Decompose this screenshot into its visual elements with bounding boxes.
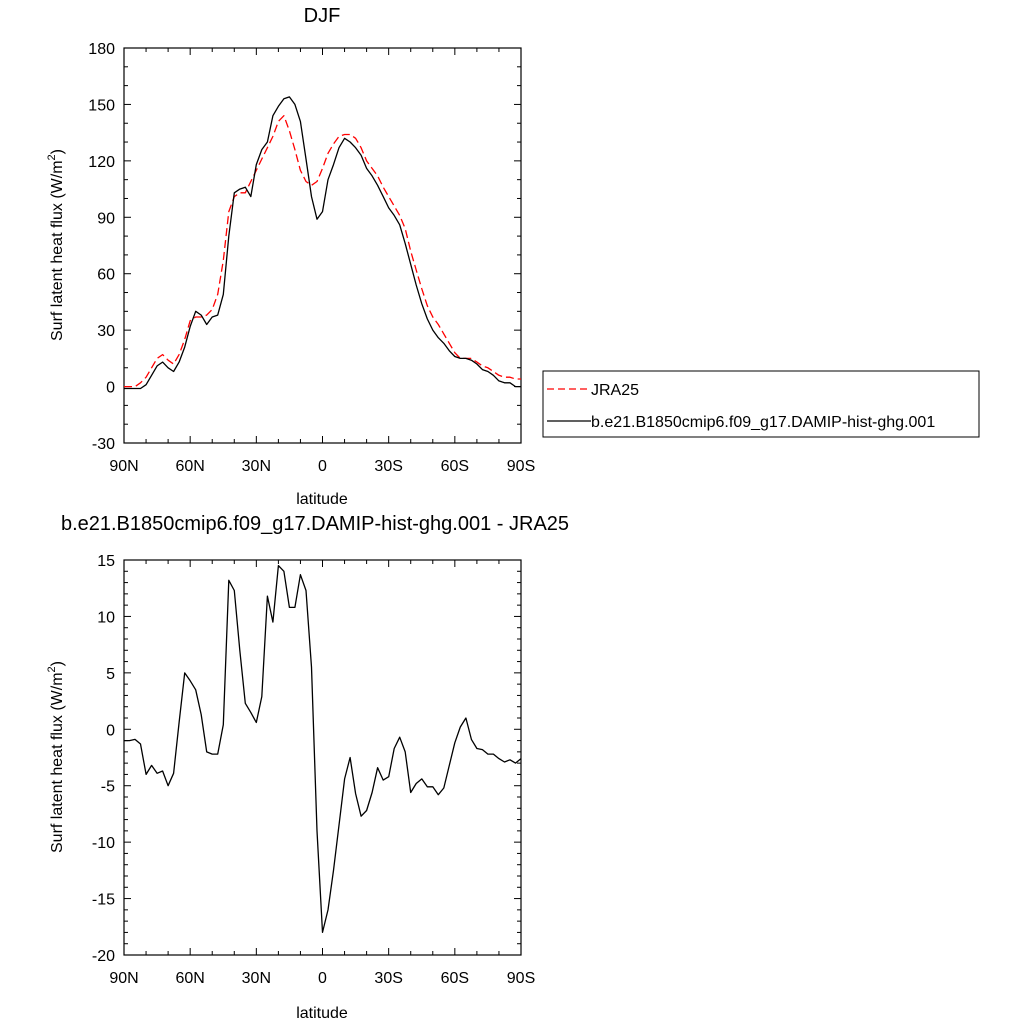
series-line-jra25 xyxy=(124,115,521,388)
x-tick-label: 30N xyxy=(242,970,271,987)
y-axis-label-superscript: 2 xyxy=(46,154,58,160)
y-tick-label: -15 xyxy=(92,892,115,909)
y-tick-label: 0 xyxy=(106,722,115,739)
x-tick-label: 30N xyxy=(242,458,271,475)
chart-title: DJF xyxy=(304,5,341,27)
series-group xyxy=(124,564,522,934)
y-tick-label: 15 xyxy=(97,553,115,570)
series-group xyxy=(124,96,521,390)
x-tick-label: 60N xyxy=(175,458,204,475)
series-line-panel2-difference xyxy=(124,564,522,934)
y-axis-label-main: Surf latent heat flux (W/m xyxy=(49,160,66,341)
y-tick-label: -30 xyxy=(92,436,115,453)
plot-frame xyxy=(123,559,522,956)
x-axis: 90N 60N 30N 0 30S 60S 90S xyxy=(109,560,535,987)
x-axis-label: latitude xyxy=(296,491,348,508)
y-tick-label: 0 xyxy=(106,380,115,397)
x-tick-label: 30S xyxy=(374,458,402,475)
x-axis-label: latitude xyxy=(296,1005,348,1022)
x-tick-label: 60S xyxy=(441,970,469,987)
x-tick-label: 30S xyxy=(374,970,402,987)
x-tick-label: 60N xyxy=(175,970,204,987)
y-tick-label: 30 xyxy=(97,323,115,340)
y-tick-label: 150 xyxy=(88,97,115,114)
x-tick-label: 60S xyxy=(441,458,469,475)
series-line-b-e21-b1850cmip6-f09-g17-damip-hist-ghg-001 xyxy=(124,96,521,390)
x-axis: 90N 60N 30N 0 30S 60S 90S xyxy=(109,48,535,475)
x-tick-label: 90S xyxy=(507,458,535,475)
y-tick-label: 10 xyxy=(97,609,115,626)
y-tick-label: 120 xyxy=(88,154,115,171)
y-tick-label: -5 xyxy=(101,779,115,796)
y-axis-label-superscript: 2 xyxy=(46,666,58,672)
y-axis: -30 0 30 60 90 120 150 180 xyxy=(88,41,521,453)
y-axis-label: Surf latent heat flux (W/m2) xyxy=(46,661,66,853)
x-tick-label: 90N xyxy=(109,970,138,987)
y-axis-label-close: ) xyxy=(49,149,66,154)
chart-panel-bottom: b.e21.B1850cmip6.f09_g17.DAMIP-hist-ghg.… xyxy=(46,513,569,1022)
chart-title: b.e21.B1850cmip6.f09_g17.DAMIP-hist-ghg.… xyxy=(61,513,569,535)
y-axis-label: Surf latent heat flux (W/m2) xyxy=(46,149,66,341)
x-tick-label: 90N xyxy=(109,458,138,475)
legend: JRA25 b.e21.B1850cmip6.f09_g17.DAMIP-his… xyxy=(542,370,980,438)
y-tick-label: 5 xyxy=(106,666,115,683)
y-tick-label: 90 xyxy=(97,210,115,227)
legend-box xyxy=(542,370,980,438)
y-tick-label: -10 xyxy=(92,835,115,852)
y-tick-label: -20 xyxy=(92,948,115,965)
y-axis-label-main: Surf latent heat flux (W/m xyxy=(49,672,66,853)
y-tick-label: 60 xyxy=(97,267,115,284)
x-tick-label: 90S xyxy=(507,970,535,987)
y-axis: -20 -15 -10 -5 0 5 10 15 xyxy=(92,553,521,965)
legend-label-model: b.e21.B1850cmip6.f09_g17.DAMIP-hist-ghg.… xyxy=(591,414,935,431)
x-tick-label: 0 xyxy=(318,970,327,987)
x-tick-label: 0 xyxy=(318,458,327,475)
chart-panel-top: DJF -30 0 30 60 90 120 150 180 90N 60N 30N 0 30S 60S… xyxy=(46,5,980,508)
y-axis-label-close: ) xyxy=(49,661,66,666)
legend-label-jra25: JRA25 xyxy=(591,382,639,399)
plot-frame xyxy=(123,47,522,444)
y-tick-label: 180 xyxy=(88,41,115,58)
